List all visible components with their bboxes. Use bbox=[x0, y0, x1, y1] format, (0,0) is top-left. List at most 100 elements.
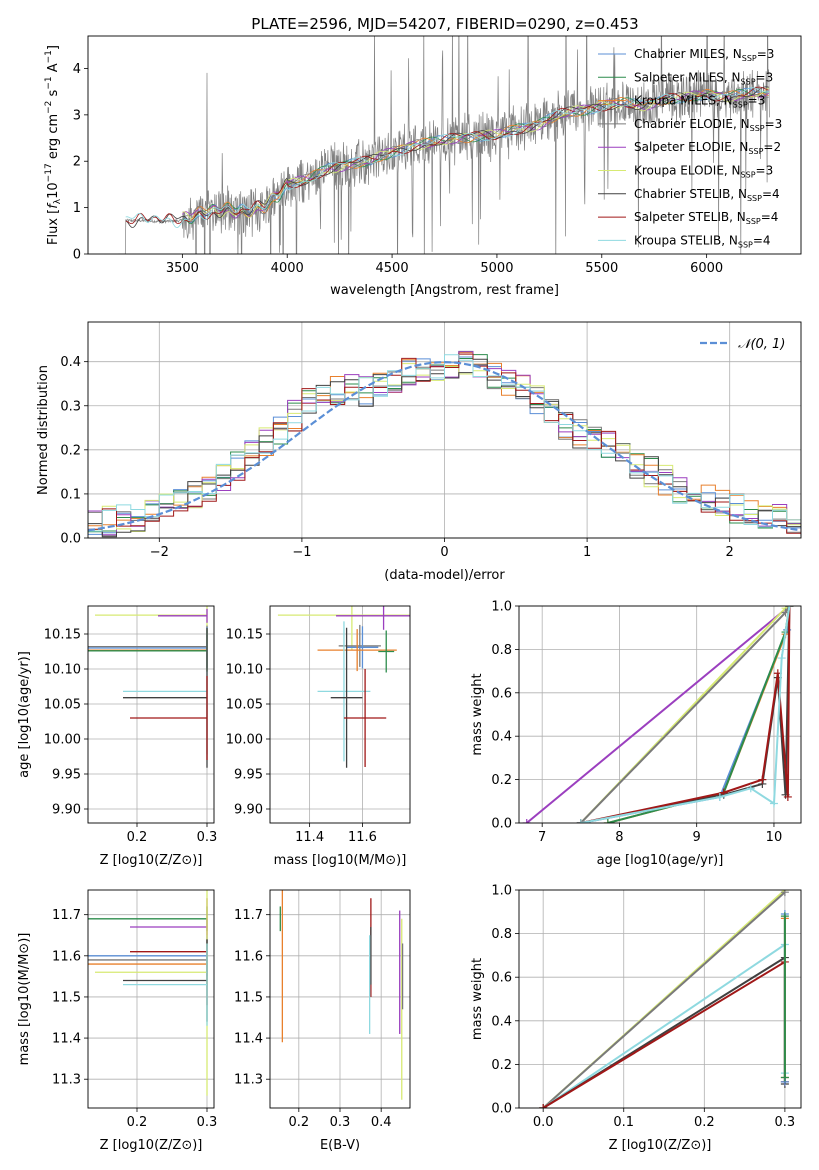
x-tick-label: 8 bbox=[615, 830, 623, 845]
x-tick-label: 5500 bbox=[585, 261, 618, 276]
mass-weight-marker bbox=[780, 912, 789, 921]
y-tick-label: 10.10 bbox=[44, 663, 81, 678]
y-tick-label: 0 bbox=[73, 248, 81, 263]
x-tick-label: 0 bbox=[440, 545, 448, 560]
y-tick-label: 9.95 bbox=[234, 768, 263, 783]
mass-weight-marker bbox=[539, 1104, 548, 1108]
y-tick-label: 0.2 bbox=[60, 443, 81, 458]
panels: 3500 4000 4500 5000 5500 6000 0 1 2 3 4 wavelength … bbox=[17, 35, 802, 1153]
x-tick-label: 10 bbox=[766, 830, 783, 845]
x-tick-label: 3500 bbox=[166, 261, 199, 276]
x-tick-label: 0.2 bbox=[694, 1115, 715, 1130]
residuals-panel: −2 −1 0 1 2 0.0 0.1 0.2 0.3 0.4 (data-model)/error… bbox=[36, 321, 802, 583]
legend-label: Kroupa ELODIE, NSSP=3 bbox=[634, 164, 773, 180]
mass-weight-marker bbox=[758, 775, 767, 784]
y-tick-label: 11.6 bbox=[234, 949, 263, 964]
age_vs_Z-plot-area bbox=[88, 606, 208, 768]
mass-weight-marker bbox=[522, 819, 531, 823]
x-tick-label: 11.4 bbox=[295, 830, 324, 845]
axes-frame bbox=[87, 889, 215, 1109]
y-tick-label: 1.0 bbox=[491, 600, 512, 615]
axes-frame bbox=[269, 605, 411, 824]
y-tick-label: 11.5 bbox=[52, 990, 81, 1005]
y-tick-label: 11.4 bbox=[234, 1032, 263, 1047]
x-axis-label: Z [log10(Z/Z⊙)] bbox=[100, 853, 203, 868]
y-tick-label: 0.0 bbox=[491, 817, 512, 832]
spectrum-model-line bbox=[125, 87, 769, 229]
mass-weight-marker bbox=[746, 784, 755, 793]
x-axis-label: age [log10(age/yr)] bbox=[597, 853, 724, 868]
mass-weight-marker bbox=[785, 606, 794, 610]
x-tick-label: −1 bbox=[292, 545, 311, 560]
massweight_vs_age-panel: 7 8 9 10 0.0 0.2 0.4 0.6 0.8 1.0 age [log10(age/yr… bbox=[470, 600, 802, 868]
x-tick-label: 4000 bbox=[271, 261, 304, 276]
age_vs_mass-panel: 11.4 11.6 9.90 9.95 10.00 10.05 10.10 10.15 mass… bbox=[226, 605, 411, 868]
legend-label: 𝒩(0, 1) bbox=[738, 337, 785, 352]
x-tick-label: 0.2 bbox=[288, 1115, 309, 1130]
mass-weight-marker bbox=[777, 654, 786, 663]
y-tick-label: 4 bbox=[73, 62, 81, 77]
y-tick-label: 0.4 bbox=[491, 730, 512, 745]
y-tick-label: 0.0 bbox=[491, 1102, 512, 1117]
x-tick-label: 1 bbox=[583, 545, 591, 560]
x-tick-label: 6000 bbox=[690, 261, 723, 276]
y-tick-label: 9.90 bbox=[52, 803, 81, 818]
axes-frame bbox=[269, 889, 411, 1109]
y-tick-label: 11.7 bbox=[234, 908, 263, 923]
y-tick-label: 10.05 bbox=[226, 698, 263, 713]
y-tick-label: 1.0 bbox=[491, 884, 512, 899]
axes-frame bbox=[87, 605, 215, 824]
axes-frame bbox=[87, 35, 802, 255]
y-tick-label: 10.00 bbox=[44, 733, 81, 748]
y-tick-label: 0.2 bbox=[491, 773, 512, 788]
y-tick-label: 11.7 bbox=[52, 908, 81, 923]
spectrum-plot-area bbox=[118, 36, 770, 254]
legend-label: Chabrier MILES, NSSP=3 bbox=[634, 47, 774, 63]
age_vs_mass-plot-area bbox=[277, 606, 410, 768]
y-tick-label: 9.90 bbox=[234, 803, 263, 818]
mass-weight-line bbox=[526, 606, 791, 823]
x-tick-label: 7 bbox=[538, 830, 546, 845]
mass-weight-marker bbox=[715, 792, 724, 801]
massweight_vs_age-plot-area bbox=[522, 606, 794, 823]
x-tick-label: 0.1 bbox=[613, 1115, 634, 1130]
mass-weight-marker bbox=[780, 1073, 789, 1082]
mass-weight-marker bbox=[780, 890, 789, 897]
y-axis-label: Flux [fλ10−17 erg cm−2 s−1 A−1] bbox=[44, 45, 63, 245]
x-tick-label: 5000 bbox=[480, 261, 513, 276]
y-tick-label: 11.4 bbox=[52, 1032, 81, 1047]
mass_vs_EBV-plot-area bbox=[279, 890, 404, 1100]
y-tick-label: 0.0 bbox=[60, 532, 81, 547]
mass-weight-line bbox=[580, 606, 791, 823]
y-tick-label: 11.6 bbox=[52, 949, 81, 964]
y-tick-label: 10.00 bbox=[226, 733, 263, 748]
y-tick-label: 11.3 bbox=[52, 1073, 81, 1088]
x-tick-label: 0.3 bbox=[330, 1115, 351, 1130]
mass_vs_Z-plot-area bbox=[88, 890, 208, 1096]
legend-label: Kroupa STELIB, NSSP=4 bbox=[634, 233, 771, 249]
x-tick-label: 0.2 bbox=[127, 1115, 148, 1130]
residual-histogram-step bbox=[88, 354, 801, 532]
massweight_vs_Z-plot-area bbox=[539, 890, 789, 1108]
y-axis-label: Normed distribution bbox=[36, 365, 51, 495]
x-axis-label: mass [log10(M/M⊙)] bbox=[274, 853, 407, 868]
x-tick-label: 0.3 bbox=[197, 830, 218, 845]
y-tick-label: 10.15 bbox=[226, 628, 263, 643]
massweight_vs_Z-panel: 0.0 0.1 0.2 0.3 0.0 0.2 0.4 0.6 0.8 1.0 Z [log10(Z… bbox=[470, 884, 802, 1153]
mass-weight-marker bbox=[576, 819, 585, 823]
spectrum-model-line bbox=[182, 88, 769, 225]
axes-frame bbox=[518, 605, 802, 824]
x-tick-label: 0.3 bbox=[775, 1115, 796, 1130]
x-axis-label: Z [log10(Z/Z⊙)] bbox=[609, 1138, 712, 1153]
legend-label: Salpeter MILES, NSSP=3 bbox=[634, 70, 773, 86]
x-axis-label: wavelength [Angstrom, rest frame] bbox=[330, 283, 559, 298]
x-axis-label: (data-model)/error bbox=[384, 568, 505, 583]
y-axis-label: age [log10(age/yr)] bbox=[17, 651, 32, 778]
y-tick-label: 1 bbox=[73, 201, 81, 216]
x-tick-label: 0.2 bbox=[127, 830, 148, 845]
y-tick-label: 11.5 bbox=[234, 990, 263, 1005]
y-tick-label: 0.4 bbox=[491, 1014, 512, 1029]
x-tick-label: 4500 bbox=[376, 261, 409, 276]
y-tick-label: 0.2 bbox=[491, 1058, 512, 1073]
